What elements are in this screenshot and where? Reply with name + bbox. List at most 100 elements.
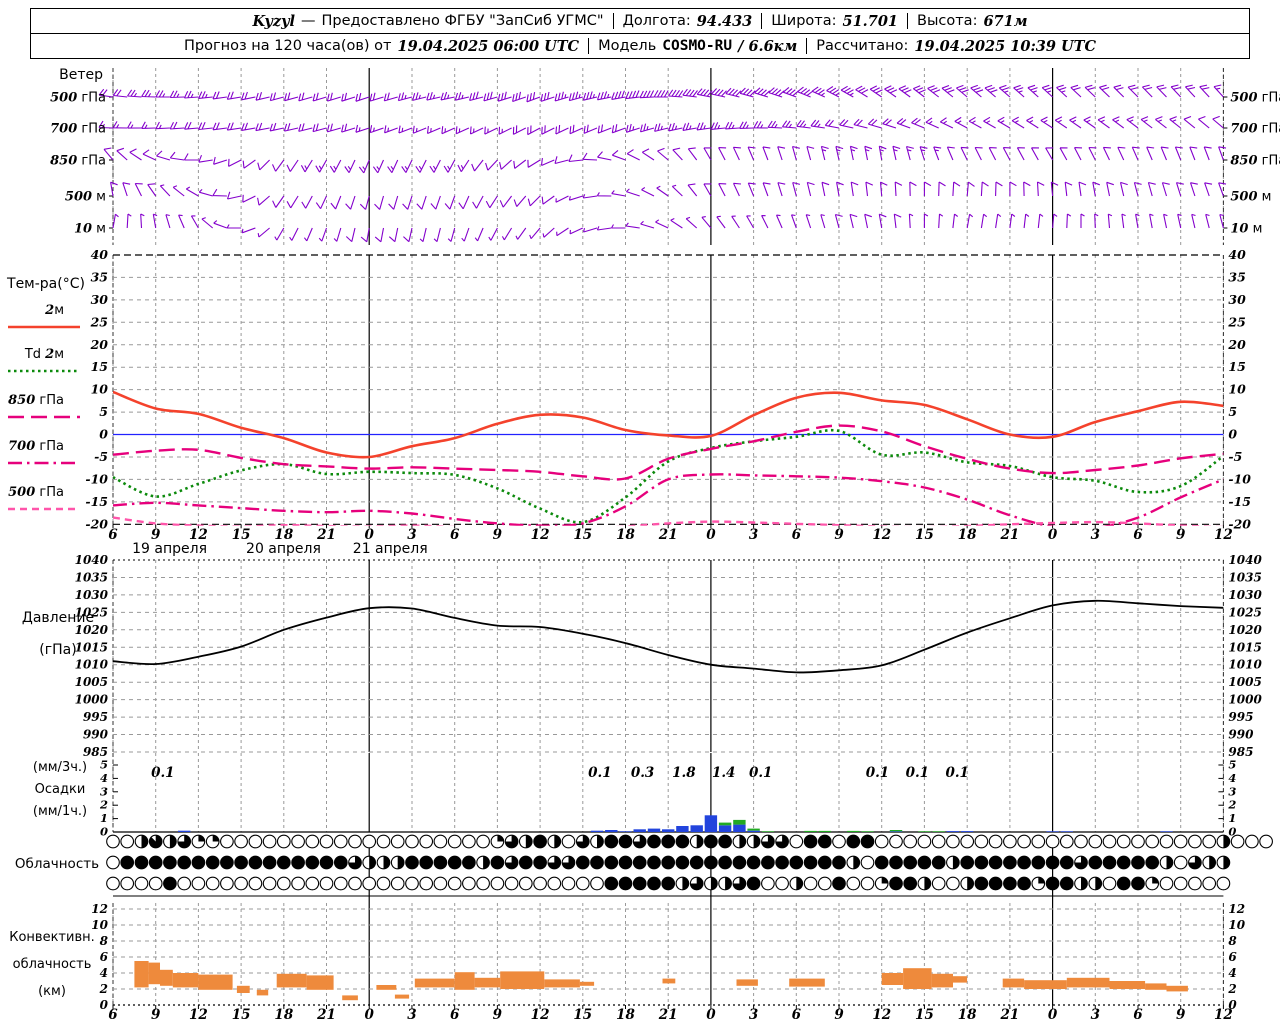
level-label: 500 гПа — [50, 91, 106, 106]
hour-label: 15 — [573, 1007, 592, 1023]
cloud-octa — [860, 876, 875, 891]
latitude-label: Широта: — [771, 13, 837, 29]
axis-label: 1040 — [1228, 553, 1262, 567]
cloud-octa — [134, 876, 149, 891]
snow-bar — [932, 831, 945, 832]
hour-label: 15 — [915, 527, 934, 543]
axis-label: 2 — [1227, 798, 1236, 812]
axis-label: 10 — [91, 382, 109, 397]
cloud-octa — [518, 855, 533, 870]
axis-label: Осадки — [35, 782, 86, 797]
cloud-octa — [120, 876, 135, 891]
convective-bar — [394, 994, 410, 999]
convective-bar — [414, 978, 455, 988]
temp-series-500-гПа — [113, 516, 1224, 526]
cloud-octa — [718, 834, 732, 849]
axis-label: 0 — [100, 998, 109, 1012]
cloud-octa — [903, 876, 918, 891]
cloud-octa — [476, 876, 490, 891]
cloud-octa — [1188, 876, 1202, 891]
axis-label: 1040 — [75, 553, 109, 567]
cloud-octa — [1188, 834, 1202, 849]
convective-bar — [134, 961, 149, 988]
axis-label: 1030 — [1228, 588, 1262, 602]
rain-bar — [733, 824, 746, 832]
axis-label: 985 — [1228, 745, 1253, 759]
date-label: 20 апреля — [246, 541, 321, 557]
cloud-octa — [889, 834, 903, 849]
axis-label: 4 — [1228, 771, 1236, 785]
cloud-octa — [946, 876, 960, 891]
rain-bar — [633, 829, 646, 832]
axis-label: -5 — [1228, 449, 1242, 464]
hour-label: 9 — [151, 1007, 161, 1023]
cloud-octa — [220, 834, 234, 849]
precip-amount-label: 0.1 — [588, 765, 612, 781]
axis-label: 1020 — [75, 623, 109, 637]
wind-barbs-row-5 — [109, 213, 1228, 243]
cloud-octa — [974, 834, 989, 849]
cloud-octa — [248, 834, 263, 849]
axis-label: 995 — [83, 710, 108, 724]
hour-label: 3 — [407, 1007, 416, 1023]
axis-label: (км) — [38, 984, 66, 999]
cloud-octa — [106, 855, 120, 870]
hour-label: 12 — [189, 527, 208, 543]
cloud-octa — [1202, 834, 1217, 849]
cloud-octa — [276, 876, 291, 891]
axis-label: 1020 — [1228, 623, 1262, 637]
precip-amount-label: 0.1 — [906, 765, 930, 781]
axis-label: 1010 — [1228, 658, 1262, 672]
rain-bar — [605, 830, 618, 832]
hour-label: 15 — [573, 527, 592, 543]
level-label: 700 гПа — [50, 122, 106, 137]
cloud-octa — [817, 855, 832, 870]
convective-bar — [1145, 983, 1167, 990]
header-dash: — — [301, 13, 316, 29]
hour-label: 12 — [872, 527, 891, 543]
cloud-octa — [1116, 876, 1131, 891]
cloudiness-panel — [106, 834, 1273, 891]
hour-label: 18 — [958, 527, 977, 543]
axis-label: 12 — [91, 902, 108, 916]
cloud-octa — [376, 876, 391, 891]
hour-label: 9 — [493, 527, 503, 543]
precipitation-panel — [178, 815, 1173, 833]
hour-label: 21 — [316, 527, 336, 543]
temp-series-850-гПа — [113, 424, 1224, 481]
cloud-octa — [1003, 834, 1017, 849]
hour-label: 6 — [450, 527, 460, 543]
hour-label: 18 — [958, 1007, 977, 1023]
cloud-octa — [1131, 855, 1145, 870]
cloud-octa — [419, 876, 434, 891]
convective-bar — [1002, 978, 1025, 988]
hour-label: 0 — [1048, 1007, 1058, 1023]
cloud-octa — [1131, 876, 1145, 891]
axis-label: -10 — [85, 471, 108, 486]
cloud-octa — [960, 855, 975, 870]
axis-label: 40 — [91, 247, 109, 262]
axis-label: 2 — [1227, 982, 1236, 996]
convective-bar — [789, 978, 825, 987]
cloud-octa — [917, 834, 932, 849]
cloud-octa — [931, 834, 946, 849]
cloud-octa — [604, 834, 619, 849]
rain-bar — [704, 815, 718, 833]
cloud-octa — [234, 855, 248, 870]
hour-label: 6 — [1133, 527, 1143, 543]
axis-label: 30 — [1228, 292, 1246, 307]
convective-bar — [1024, 980, 1067, 989]
hour-label: 9 — [151, 527, 161, 543]
cloud-octa — [262, 876, 277, 891]
cloud-octa — [148, 876, 163, 891]
calculated-label: Рассчитано: — [816, 38, 909, 54]
cloud-octa — [390, 876, 405, 891]
cloud-octa — [319, 855, 334, 870]
axis-label: 6 — [1228, 950, 1237, 964]
cloud-octa — [803, 876, 818, 891]
level-label: 10 м — [1230, 222, 1262, 237]
axis-label: 3 — [1228, 784, 1236, 798]
cloud-octa — [462, 834, 476, 849]
cloud-octa — [1145, 855, 1160, 870]
hour-label: 21 — [999, 1007, 1019, 1023]
